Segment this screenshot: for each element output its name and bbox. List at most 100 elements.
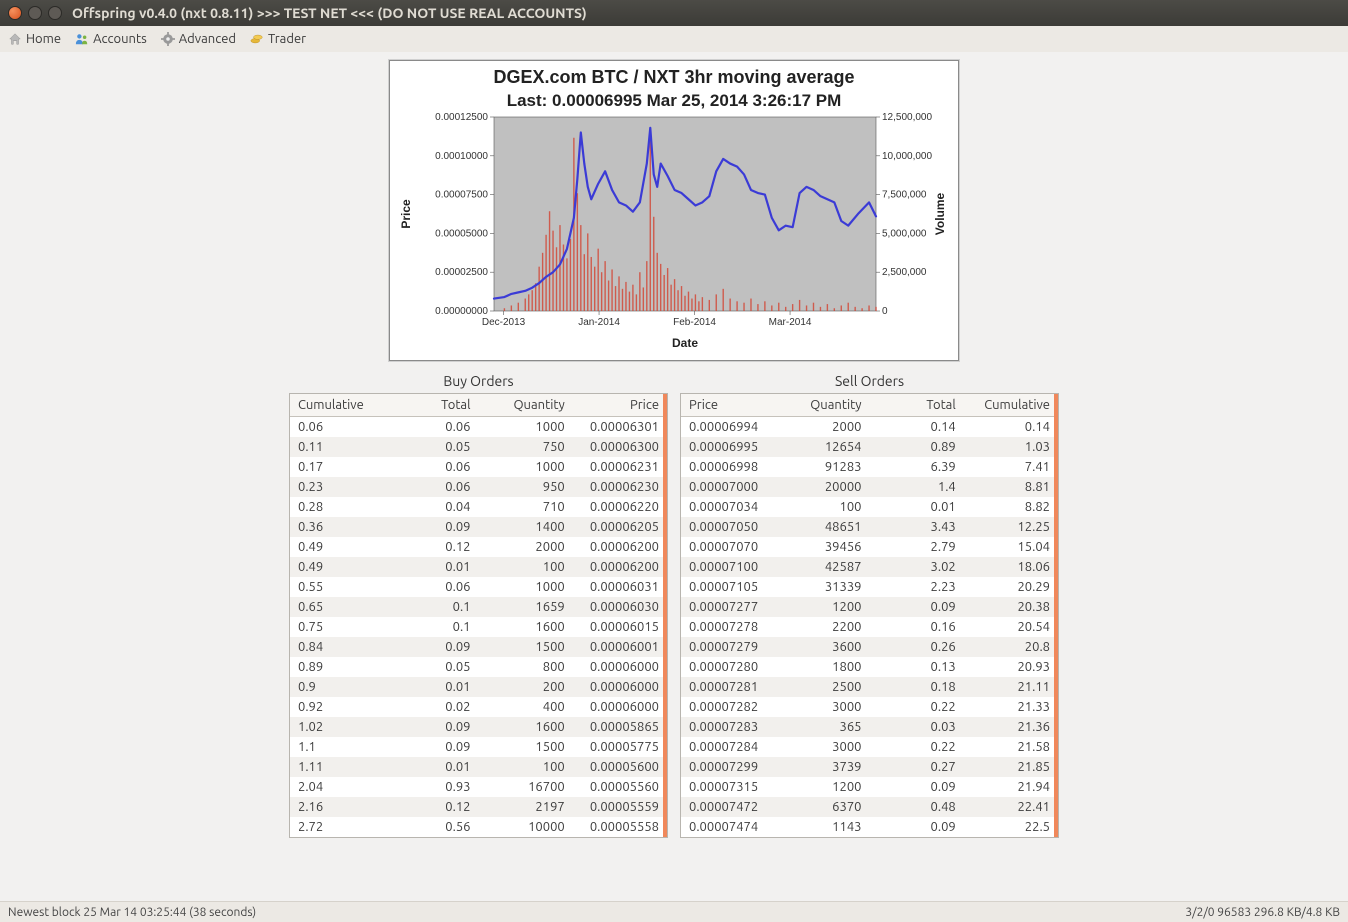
column-header[interactable]: Total [384, 394, 478, 417]
cell: 0.49 [290, 537, 384, 557]
toolbar-advanced[interactable]: Advanced [161, 32, 236, 46]
cell: 2200 [775, 617, 869, 637]
minimize-icon[interactable] [28, 6, 42, 20]
buy-orders-header: Buy Orders [289, 373, 668, 389]
maximize-icon[interactable] [48, 6, 62, 20]
column-header[interactable]: Cumulative [964, 394, 1058, 417]
table-row[interactable]: 0.00007000200001.48.81 [681, 477, 1058, 497]
cell: 0.00007278 [681, 617, 775, 637]
table-row[interactable]: 0.360.0914000.00006205 [290, 517, 667, 537]
cell: 0.13 [870, 657, 964, 677]
column-header[interactable]: Price [681, 394, 775, 417]
toolbar-accounts[interactable]: Accounts [75, 32, 147, 46]
toolbar-home[interactable]: Home [8, 32, 61, 46]
table-row[interactable]: 0.0000727822000.1620.54 [681, 617, 1058, 637]
toolbar-advanced-label: Advanced [179, 32, 236, 46]
column-header[interactable]: Quantity [479, 394, 573, 417]
table-row[interactable]: 0.920.024000.00006000 [290, 697, 667, 717]
table-row[interactable]: 0.110.057500.00006300 [290, 437, 667, 457]
titlebar[interactable]: Offspring v0.4.0 (nxt 0.8.11) >>> TEST N… [0, 0, 1348, 26]
cell: 1000 [479, 577, 573, 597]
table-row[interactable]: 0.00007105313392.2320.29 [681, 577, 1058, 597]
sell-orders-table[interactable]: PriceQuantityTotalCumulative 0.000069942… [681, 394, 1058, 837]
table-row[interactable]: 0.00006998912836.397.41 [681, 457, 1058, 477]
table-row[interactable]: 0.550.0610000.00006031 [290, 577, 667, 597]
cell: 0.36 [290, 517, 384, 537]
table-row[interactable]: 2.720.56100000.00005558 [290, 817, 667, 837]
cell: 0.65 [290, 597, 384, 617]
cell: 0.01 [384, 757, 478, 777]
table-row[interactable]: 0.280.047100.00006220 [290, 497, 667, 517]
cell: 0.00006231 [573, 457, 667, 477]
cell: 3.02 [870, 557, 964, 577]
table-row[interactable]: 1.110.011000.00005600 [290, 757, 667, 777]
table-row[interactable]: 0.650.116590.00006030 [290, 597, 667, 617]
order-books: Buy Orders CumulativeTotalQuantityPrice … [289, 369, 1059, 838]
table-row[interactable]: 0.000070341000.018.82 [681, 497, 1058, 517]
buy-orders-table[interactable]: CumulativeTotalQuantityPrice 0.060.06100… [290, 394, 667, 837]
svg-text:Date: Date [672, 336, 698, 350]
table-row[interactable]: 2.160.1221970.00005559 [290, 797, 667, 817]
cell: 20000 [775, 477, 869, 497]
column-header[interactable]: Quantity [775, 394, 869, 417]
table-row[interactable]: 0.0000747411430.0922.5 [681, 817, 1058, 837]
chart-title: DGEX.com BTC / NXT 3hr moving average [396, 65, 952, 91]
cell: 3600 [775, 637, 869, 657]
table-row[interactable]: 0.890.058000.00006000 [290, 657, 667, 677]
table-row[interactable]: 0.00007050486513.4312.25 [681, 517, 1058, 537]
table-row[interactable]: 0.0000729937390.2721.85 [681, 757, 1058, 777]
status-left: Newest block 25 Mar 14 03:25:44 (38 seco… [8, 906, 256, 919]
table-row[interactable]: 0.00007100425873.0218.06 [681, 557, 1058, 577]
table-row[interactable]: 0.0000728125000.1821.11 [681, 677, 1058, 697]
table-row[interactable]: 0.170.0610000.00006231 [290, 457, 667, 477]
table-row[interactable]: 0.490.1220000.00006200 [290, 537, 667, 557]
cell: 0.00006031 [573, 577, 667, 597]
table-row[interactable]: 0.90.012000.00006000 [290, 677, 667, 697]
table-row[interactable]: 0.750.116000.00006015 [290, 617, 667, 637]
cell: 0.89 [870, 437, 964, 457]
cell: 0.06 [290, 416, 384, 437]
cell: 0.00007299 [681, 757, 775, 777]
table-row[interactable]: 0.0000727936000.2620.8 [681, 637, 1058, 657]
table-row[interactable]: 0.230.069500.00006230 [290, 477, 667, 497]
table-row[interactable]: 0.0000727712000.0920.38 [681, 597, 1058, 617]
table-row[interactable]: 0.0000731512000.0921.94 [681, 777, 1058, 797]
table-row[interactable]: 2.040.93167000.00005560 [290, 777, 667, 797]
cell: 0.12 [384, 537, 478, 557]
cell: 0.00007100 [681, 557, 775, 577]
cell: 3.43 [870, 517, 964, 537]
cell: 12.25 [964, 517, 1058, 537]
table-row[interactable]: 0.000072833650.0321.36 [681, 717, 1058, 737]
cell: 1143 [775, 817, 869, 837]
table-row[interactable]: 0.00006995126540.891.03 [681, 437, 1058, 457]
column-header[interactable]: Total [870, 394, 964, 417]
cell: 0.09 [870, 817, 964, 837]
table-row[interactable]: 1.10.0915000.00005775 [290, 737, 667, 757]
close-icon[interactable] [8, 6, 22, 20]
table-row[interactable]: 0.0000728230000.2221.33 [681, 697, 1058, 717]
cell: 0.00007070 [681, 537, 775, 557]
table-row[interactable]: 0.060.0610000.00006301 [290, 416, 667, 437]
table-row[interactable]: 0.00007070394562.7915.04 [681, 537, 1058, 557]
cell: 0.05 [384, 657, 478, 677]
table-row[interactable]: 0.490.011000.00006200 [290, 557, 667, 577]
cell: 0.06 [384, 577, 478, 597]
column-header[interactable]: Cumulative [290, 394, 384, 417]
cell: 0.28 [290, 497, 384, 517]
table-row[interactable]: 0.840.0915000.00006001 [290, 637, 667, 657]
buy-scrollbar[interactable] [663, 394, 667, 837]
cell: 0.09 [870, 777, 964, 797]
column-header[interactable]: Price [573, 394, 667, 417]
toolbar-trader[interactable]: Trader [250, 32, 306, 46]
cell: 0.06 [384, 477, 478, 497]
table-row[interactable]: 0.0000728018000.1320.93 [681, 657, 1058, 677]
table-row[interactable]: 0.0000699420000.140.14 [681, 416, 1058, 437]
table-row[interactable]: 0.0000747263700.4822.41 [681, 797, 1058, 817]
cell: 0.00007279 [681, 637, 775, 657]
table-row[interactable]: 1.020.0916000.00005865 [290, 717, 667, 737]
sell-scrollbar[interactable] [1054, 394, 1058, 837]
cell: 0.26 [870, 637, 964, 657]
svg-text:0.00000000: 0.00000000 [435, 306, 488, 317]
cell: 0.09 [384, 637, 478, 657]
table-row[interactable]: 0.0000728430000.2221.58 [681, 737, 1058, 757]
